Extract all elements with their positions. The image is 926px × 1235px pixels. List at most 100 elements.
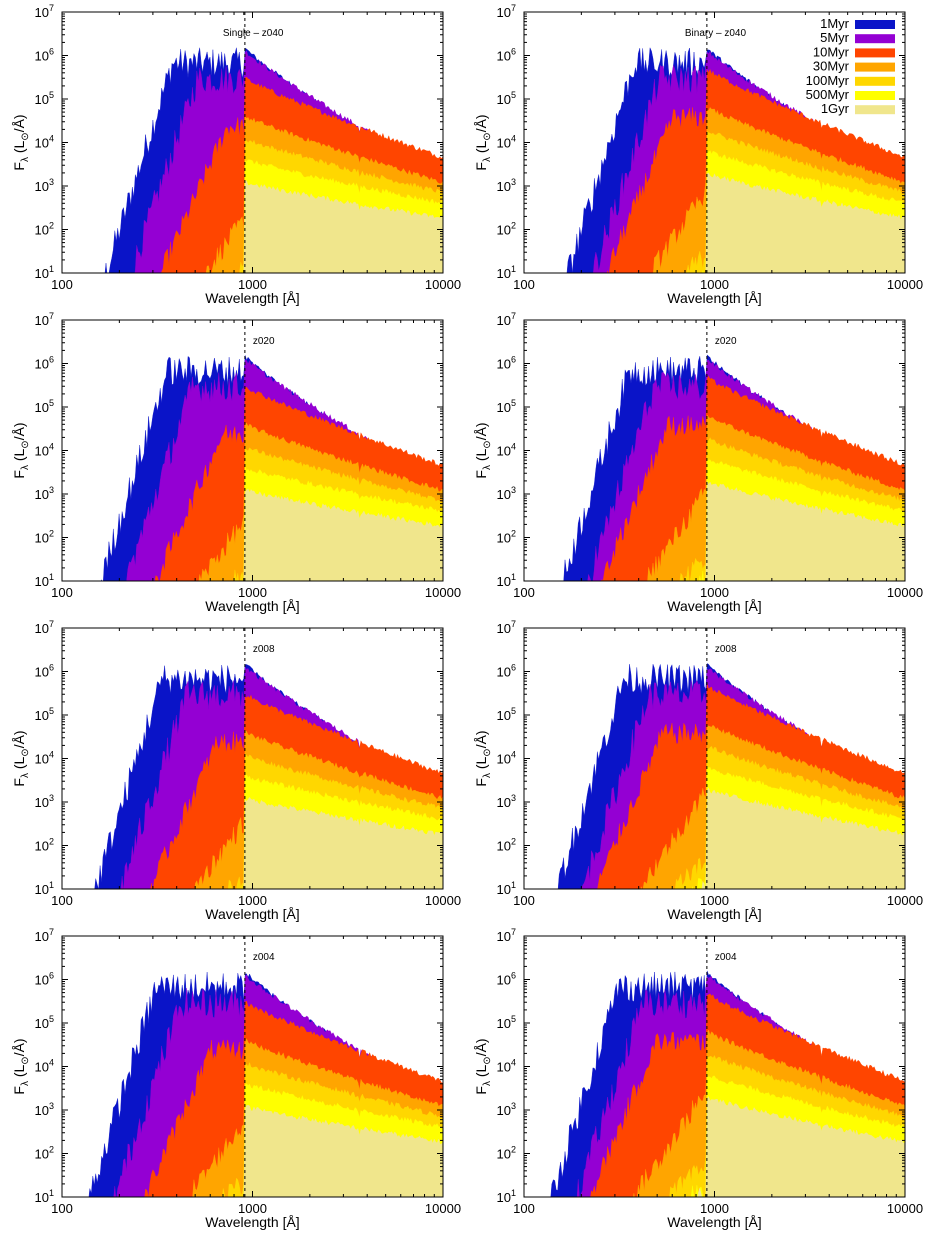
plot-area <box>101 355 443 581</box>
y-tick-label: 107 <box>497 311 516 328</box>
x-tick-label: 1000 <box>700 893 729 908</box>
x-tick-label: 100 <box>51 585 73 600</box>
y-tick-label: 103 <box>497 177 516 194</box>
x-tick-label: 1000 <box>700 585 729 600</box>
x-tick-label: 100 <box>513 893 535 908</box>
x-axis-label: Wavelength [Å] <box>667 906 761 922</box>
series-1Gyr <box>243 796 443 889</box>
x-tick-label: 1000 <box>238 1201 267 1216</box>
y-tick-label: 103 <box>497 485 516 502</box>
panel-single-z008: 100 1000 10000 101 102 103 104 105 106 107 Wavelen… <box>11 619 461 922</box>
y-tick-label: 101 <box>497 1188 516 1205</box>
x-tick-label: 1000 <box>238 585 267 600</box>
series-1Gyr <box>243 1104 443 1197</box>
x-tick-label: 10000 <box>887 893 923 908</box>
y-tick-label: 106 <box>35 355 54 372</box>
series-1Gyr <box>243 488 443 581</box>
x-tick-label: 10000 <box>887 1201 923 1216</box>
y-tick-label: 102 <box>35 1145 54 1162</box>
panel-annotation: Single – z040 <box>223 28 284 39</box>
series-1Gyr <box>705 481 905 581</box>
x-tick-label: 100 <box>51 277 73 292</box>
y-axis-label: Fλ (L⊙/Å) <box>11 422 31 478</box>
y-tick-label: 101 <box>497 880 516 897</box>
x-axis-label: Wavelength [Å] <box>205 598 299 614</box>
y-tick-label: 107 <box>497 927 516 944</box>
x-tick-label: 10000 <box>887 277 923 292</box>
legend-swatch <box>855 105 895 115</box>
x-tick-label: 10000 <box>425 585 461 600</box>
y-axis-label: Fλ (L⊙/Å) <box>11 1038 31 1094</box>
y-axis-label: Fλ (L⊙/Å) <box>11 114 31 170</box>
y-tick-label: 106 <box>497 47 516 64</box>
series-1Gyr <box>243 180 443 273</box>
x-tick-label: 100 <box>51 1201 73 1216</box>
x-tick-label: 100 <box>513 277 535 292</box>
y-tick-label: 101 <box>35 264 54 281</box>
y-tick-label: 101 <box>35 880 54 897</box>
plot-area <box>563 354 905 581</box>
panel-single-z020: 100 1000 10000 101 102 103 104 105 106 107 Wavelen… <box>11 311 461 614</box>
panel-binary-z004: 100 1000 10000 101 102 103 104 105 106 107 Wavelen… <box>473 927 923 1230</box>
series-1Gyr <box>705 172 905 273</box>
x-axis-label: Wavelength [Å] <box>205 1214 299 1230</box>
plot-area <box>104 47 443 273</box>
legend-label: 100Myr <box>806 73 850 88</box>
y-tick-label: 105 <box>35 706 54 723</box>
y-tick-label: 104 <box>35 1058 54 1075</box>
series-1Gyr <box>701 787 905 889</box>
x-axis-label: Wavelength [Å] <box>667 598 761 614</box>
y-tick-label: 103 <box>35 177 54 194</box>
y-tick-label: 102 <box>35 221 54 238</box>
legend-swatch <box>855 91 895 100</box>
panel-annotation: Binary – z040 <box>685 28 747 39</box>
y-tick-label: 103 <box>35 793 54 810</box>
x-axis-label: Wavelength [Å] <box>667 1214 761 1230</box>
x-tick-label: 1000 <box>700 1201 729 1216</box>
panel-binary-z008: 100 1000 10000 101 102 103 104 105 106 107 Wavelen… <box>473 619 923 922</box>
y-tick-label: 103 <box>497 1101 516 1118</box>
y-tick-label: 102 <box>497 221 516 238</box>
y-tick-label: 105 <box>35 398 54 415</box>
y-tick-label: 107 <box>35 3 54 20</box>
y-tick-label: 102 <box>497 837 516 854</box>
y-axis-label: Fλ (L⊙/Å) <box>473 422 493 478</box>
y-tick-label: 106 <box>497 663 516 680</box>
panel-annotation: z004 <box>253 952 275 963</box>
panel-annotation: z004 <box>715 952 737 963</box>
y-tick-label: 107 <box>35 311 54 328</box>
plot-area <box>88 972 443 1197</box>
panel-annotation: z008 <box>715 644 737 655</box>
y-tick-label: 104 <box>497 750 516 767</box>
y-tick-label: 107 <box>497 619 516 636</box>
legend-swatch <box>855 62 895 72</box>
plot-area <box>550 970 905 1197</box>
x-tick-label: 1000 <box>238 893 267 908</box>
y-tick-label: 106 <box>497 355 516 372</box>
panel-annotation: z020 <box>253 336 275 347</box>
y-tick-label: 104 <box>497 134 516 151</box>
series-1Gyr <box>697 1095 905 1197</box>
y-tick-label: 106 <box>35 663 54 680</box>
y-tick-label: 105 <box>497 90 516 107</box>
y-tick-label: 104 <box>35 750 54 767</box>
y-tick-label: 104 <box>35 442 54 459</box>
y-tick-label: 104 <box>497 1058 516 1075</box>
panel-single-z040: 100 1000 10000 101 102 103 104 105 106 107 Wavelen… <box>11 3 461 306</box>
y-tick-label: 103 <box>35 1101 54 1118</box>
legend-label: 500Myr <box>806 87 850 102</box>
legend-label: 10Myr <box>813 44 850 59</box>
y-tick-label: 104 <box>35 134 54 151</box>
legend-label: 30Myr <box>813 59 850 74</box>
y-tick-label: 101 <box>35 1188 54 1205</box>
y-tick-label: 102 <box>497 1145 516 1162</box>
panel-binary-z040: 100 1000 10000 101 102 103 104 105 106 107 Wavelen… <box>473 3 923 306</box>
plot-area <box>557 663 905 889</box>
x-tick-label: 1000 <box>700 277 729 292</box>
x-tick-label: 100 <box>51 893 73 908</box>
x-tick-label: 10000 <box>425 1201 461 1216</box>
legend-label: 1Myr <box>820 16 850 31</box>
y-tick-label: 102 <box>35 529 54 546</box>
